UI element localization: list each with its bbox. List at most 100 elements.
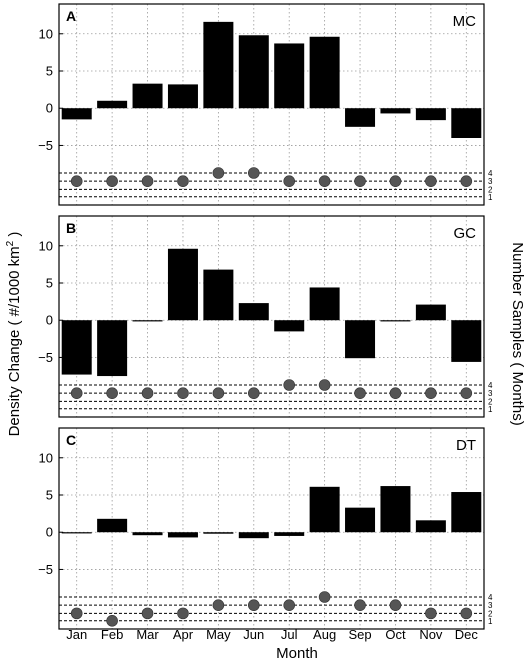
bar (274, 43, 305, 109)
y-tick-label: 10 (39, 238, 53, 253)
bar (451, 108, 482, 138)
bar (451, 320, 482, 362)
y-axis-title-superscript: 2 (5, 240, 16, 246)
bar (61, 108, 92, 120)
sample-dot (425, 607, 437, 620)
bar (203, 532, 234, 534)
sample-level-label: 1 (488, 617, 493, 626)
bar (380, 486, 411, 533)
sample-dot (460, 175, 473, 187)
sample-level-label: 4 (488, 381, 493, 390)
sample-level-label: 1 (488, 405, 493, 414)
x-tick-label: Dec (455, 627, 479, 642)
bar (309, 287, 340, 321)
x-tick-label: Nov (419, 627, 443, 642)
bar (132, 532, 163, 536)
y-tick-label: −5 (38, 562, 53, 577)
x-tick-label: Feb (101, 627, 123, 642)
bar (203, 269, 234, 321)
panel-letter: B (66, 220, 76, 236)
x-tick-label: Sep (348, 627, 371, 642)
sample-dot (318, 175, 331, 187)
sample-dot (106, 387, 118, 399)
y-tick-label: 5 (46, 276, 53, 291)
x-tick-label: Aug (313, 627, 336, 642)
sample-dot (354, 387, 366, 399)
sample-level-label: 2 (488, 185, 493, 194)
y-tick-label: −5 (38, 138, 53, 153)
sample-dot (106, 175, 118, 187)
x-tick-label: Apr (173, 627, 194, 642)
panel-letter: C (66, 432, 76, 448)
sample-dot (70, 387, 83, 399)
sample-dot (70, 607, 83, 620)
sample-dot (389, 599, 402, 611)
bar (415, 520, 446, 533)
x-tick-label: Jul (281, 627, 298, 642)
sample-dot (283, 175, 296, 187)
sample-dot (177, 175, 189, 187)
sample-dot (354, 175, 366, 187)
sample-dot (177, 387, 189, 399)
y-tick-label: 5 (46, 488, 53, 503)
bar (309, 486, 340, 533)
bar (132, 320, 163, 322)
y-axis-title: Density Change ( #/1000 km2 ) (5, 232, 23, 437)
y-tick-label: 0 (46, 525, 53, 540)
bar (238, 532, 269, 539)
bar (167, 84, 198, 109)
sample-dot (106, 615, 118, 627)
sample-level-label: 4 (488, 593, 493, 602)
sample-dot (389, 175, 402, 187)
sample-level-label: 3 (488, 389, 493, 398)
bar (380, 320, 411, 322)
bar (238, 35, 269, 109)
right-axis-title: Number Samples ( Months) (509, 242, 526, 425)
sample-dot (212, 167, 225, 179)
sample-dot (70, 175, 83, 187)
sample-dot (212, 599, 225, 611)
bar (345, 320, 376, 359)
panel-frame (58, 215, 485, 418)
x-tick-label: Mar (136, 627, 159, 642)
panel-code: MC (453, 13, 476, 30)
sample-level-label: 2 (488, 609, 493, 618)
sample-dot (283, 599, 296, 611)
bar (167, 532, 198, 538)
x-axis-title: Month (276, 645, 318, 662)
bar (415, 304, 446, 321)
panel-code: GC (454, 225, 477, 242)
bar (274, 320, 305, 332)
sample-dot (354, 599, 366, 611)
sample-dot (247, 387, 260, 399)
sample-dot (247, 599, 260, 611)
sample-dot (283, 379, 296, 391)
y-tick-label: 10 (39, 26, 53, 41)
bar (345, 108, 376, 127)
bar (61, 320, 92, 375)
panel-code: DT (456, 437, 476, 454)
sample-dot (460, 607, 473, 620)
bar (345, 507, 376, 533)
sample-dot (425, 387, 437, 399)
bar (97, 518, 128, 533)
sample-dot (425, 175, 437, 187)
sample-dot (247, 167, 260, 179)
sample-dot (141, 387, 154, 399)
y-axis-title-main: Density Change ( #/1000 km (6, 246, 23, 436)
sample-dot (318, 591, 331, 603)
x-tick-label: Jun (243, 627, 264, 642)
sample-dot (212, 387, 225, 399)
bar (451, 492, 482, 533)
bar (203, 21, 234, 109)
sample-dot (141, 607, 154, 620)
bar (274, 532, 305, 536)
bar (309, 36, 340, 109)
bar (238, 303, 269, 321)
y-tick-label: 0 (46, 101, 53, 116)
y-axis-title-tail: ) (6, 232, 23, 241)
